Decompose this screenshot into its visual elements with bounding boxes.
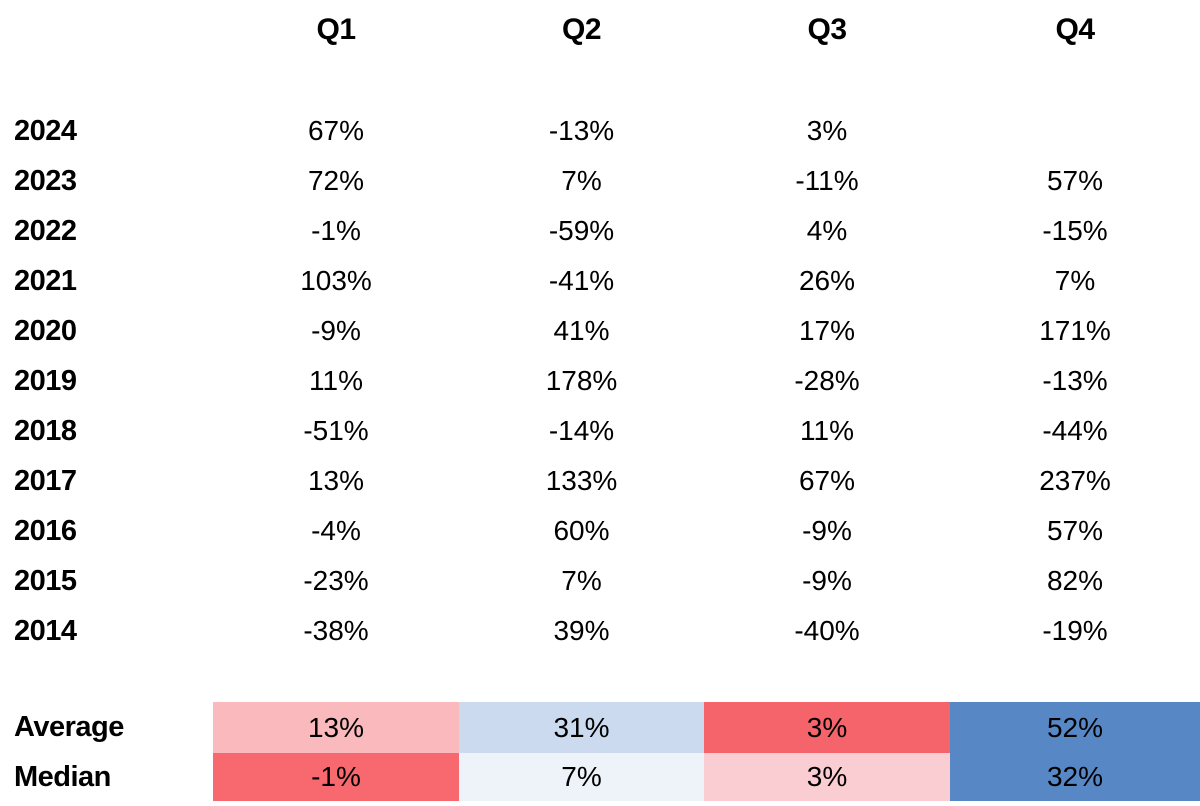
value-cell: -9%	[311, 315, 361, 346]
median-heat-cell-q3: 3%	[704, 753, 950, 801]
table-row-2015: 2015 -23% 7% -9% 82%	[0, 556, 1200, 606]
value-cell: 67%	[307, 115, 365, 146]
value-cell: -9%	[802, 515, 852, 546]
value-cell: 11%	[800, 415, 854, 446]
year-label: 2020	[14, 314, 77, 347]
median-heat-cell-q1: -1%	[213, 753, 459, 801]
average-heat-cell-q1: 13%	[213, 702, 459, 753]
value-cell: 171%	[1039, 315, 1111, 346]
table-row-2016: 2016 -4% 60% -9% 57%	[0, 506, 1200, 556]
value-cell: 60%	[553, 515, 610, 546]
value-cell: -28%	[794, 365, 860, 396]
column-header-q4: Q4	[1055, 13, 1095, 46]
header-gap	[0, 60, 1200, 106]
value-cell: -14%	[548, 415, 615, 446]
value-cell: 57%	[1046, 515, 1104, 546]
header-row: Q1 Q2 Q3 Q4	[0, 0, 1200, 60]
year-label: 2022	[14, 214, 77, 247]
table-row-2018: 2018 -51% -14% 11% -44%	[0, 406, 1200, 456]
value-cell: 103%	[300, 265, 372, 296]
value-cell: 67%	[798, 465, 856, 496]
value-cell: -9%	[802, 565, 852, 596]
value-cell: 3%	[806, 115, 848, 146]
table-row-2017: 2017 13% 133% 67% 237%	[0, 456, 1200, 506]
table-row-2020: 2020 -9% 41% 17% 171%	[0, 306, 1200, 356]
year-label: 2015	[14, 564, 77, 597]
value-cell: -23%	[303, 565, 369, 596]
value-cell: 133%	[545, 465, 618, 496]
value-cell: 26%	[798, 265, 856, 296]
value-cell: -38%	[303, 615, 369, 646]
value-cell: -19%	[1042, 615, 1108, 646]
value-cell: 57%	[1046, 165, 1104, 196]
table-row-2014: 2014 -38% 39% -40% -19%	[0, 606, 1200, 656]
average-heat-cell-q4: 52%	[950, 702, 1200, 753]
year-label: 2019	[14, 364, 77, 397]
average-heat-cell-q3: 3%	[704, 702, 950, 753]
value-cell: 4%	[806, 215, 848, 246]
value-cell: -1%	[311, 215, 361, 246]
value-cell: 72%	[307, 165, 365, 196]
value-cell: -13%	[548, 115, 615, 146]
average-heat-cell-q2: 31%	[459, 702, 704, 753]
value-cell: 13%	[307, 465, 365, 496]
value-cell: 17%	[798, 315, 856, 346]
value-cell: -4%	[311, 515, 361, 546]
summary-gap	[0, 656, 1200, 702]
table-row-2023: 2023 72% 7% -11% 57%	[0, 156, 1200, 206]
average-label: Average	[14, 711, 124, 743]
value-cell: -51%	[303, 415, 369, 446]
year-label: 2021	[14, 264, 77, 297]
median-label: Median	[14, 760, 111, 793]
value-cell: 7%	[561, 565, 602, 596]
value-cell: 39%	[553, 615, 610, 646]
value-cell: 41%	[553, 315, 610, 346]
column-header-q3: Q3	[807, 13, 847, 46]
value-cell: -44%	[1042, 415, 1108, 446]
year-label: 2016	[14, 514, 77, 547]
value-cell: -59%	[548, 215, 615, 246]
value-cell: -11%	[795, 165, 859, 196]
column-header-q2: Q2	[561, 13, 602, 46]
table-row-2021: 2021 103% -41% 26% 7%	[0, 256, 1200, 306]
table-row-2022: 2022 -1% -59% 4% -15%	[0, 206, 1200, 256]
year-label: 2014	[14, 614, 77, 647]
year-label: 2023	[14, 164, 77, 197]
median-row: Median -1% 7% 3% 32%	[0, 753, 1200, 801]
value-cell: 11%	[309, 365, 363, 396]
year-label: 2017	[14, 464, 77, 497]
column-header-q1: Q1	[316, 13, 356, 46]
average-row: Average 13% 31% 3% 52%	[0, 702, 1200, 753]
median-heat-cell-q4: 32%	[950, 753, 1200, 801]
value-cell: -15%	[1042, 215, 1108, 246]
table-row-2019: 2019 11% 178% -28% -13%	[0, 356, 1200, 406]
value-cell: 237%	[1039, 465, 1111, 496]
table-row-2024: 2024 67% -13% 3%	[0, 106, 1200, 156]
median-heat-cell-q2: 7%	[459, 753, 704, 801]
value-cell: 82%	[1046, 565, 1104, 596]
value-cell: -41%	[548, 265, 615, 296]
value-cell: -40%	[794, 615, 860, 646]
year-label: 2018	[14, 414, 77, 447]
value-cell: 7%	[561, 165, 602, 196]
year-label: 2024	[14, 114, 77, 147]
value-cell: -13%	[1042, 365, 1108, 396]
value-cell: 178%	[545, 365, 618, 396]
value-cell: 7%	[1054, 265, 1096, 296]
